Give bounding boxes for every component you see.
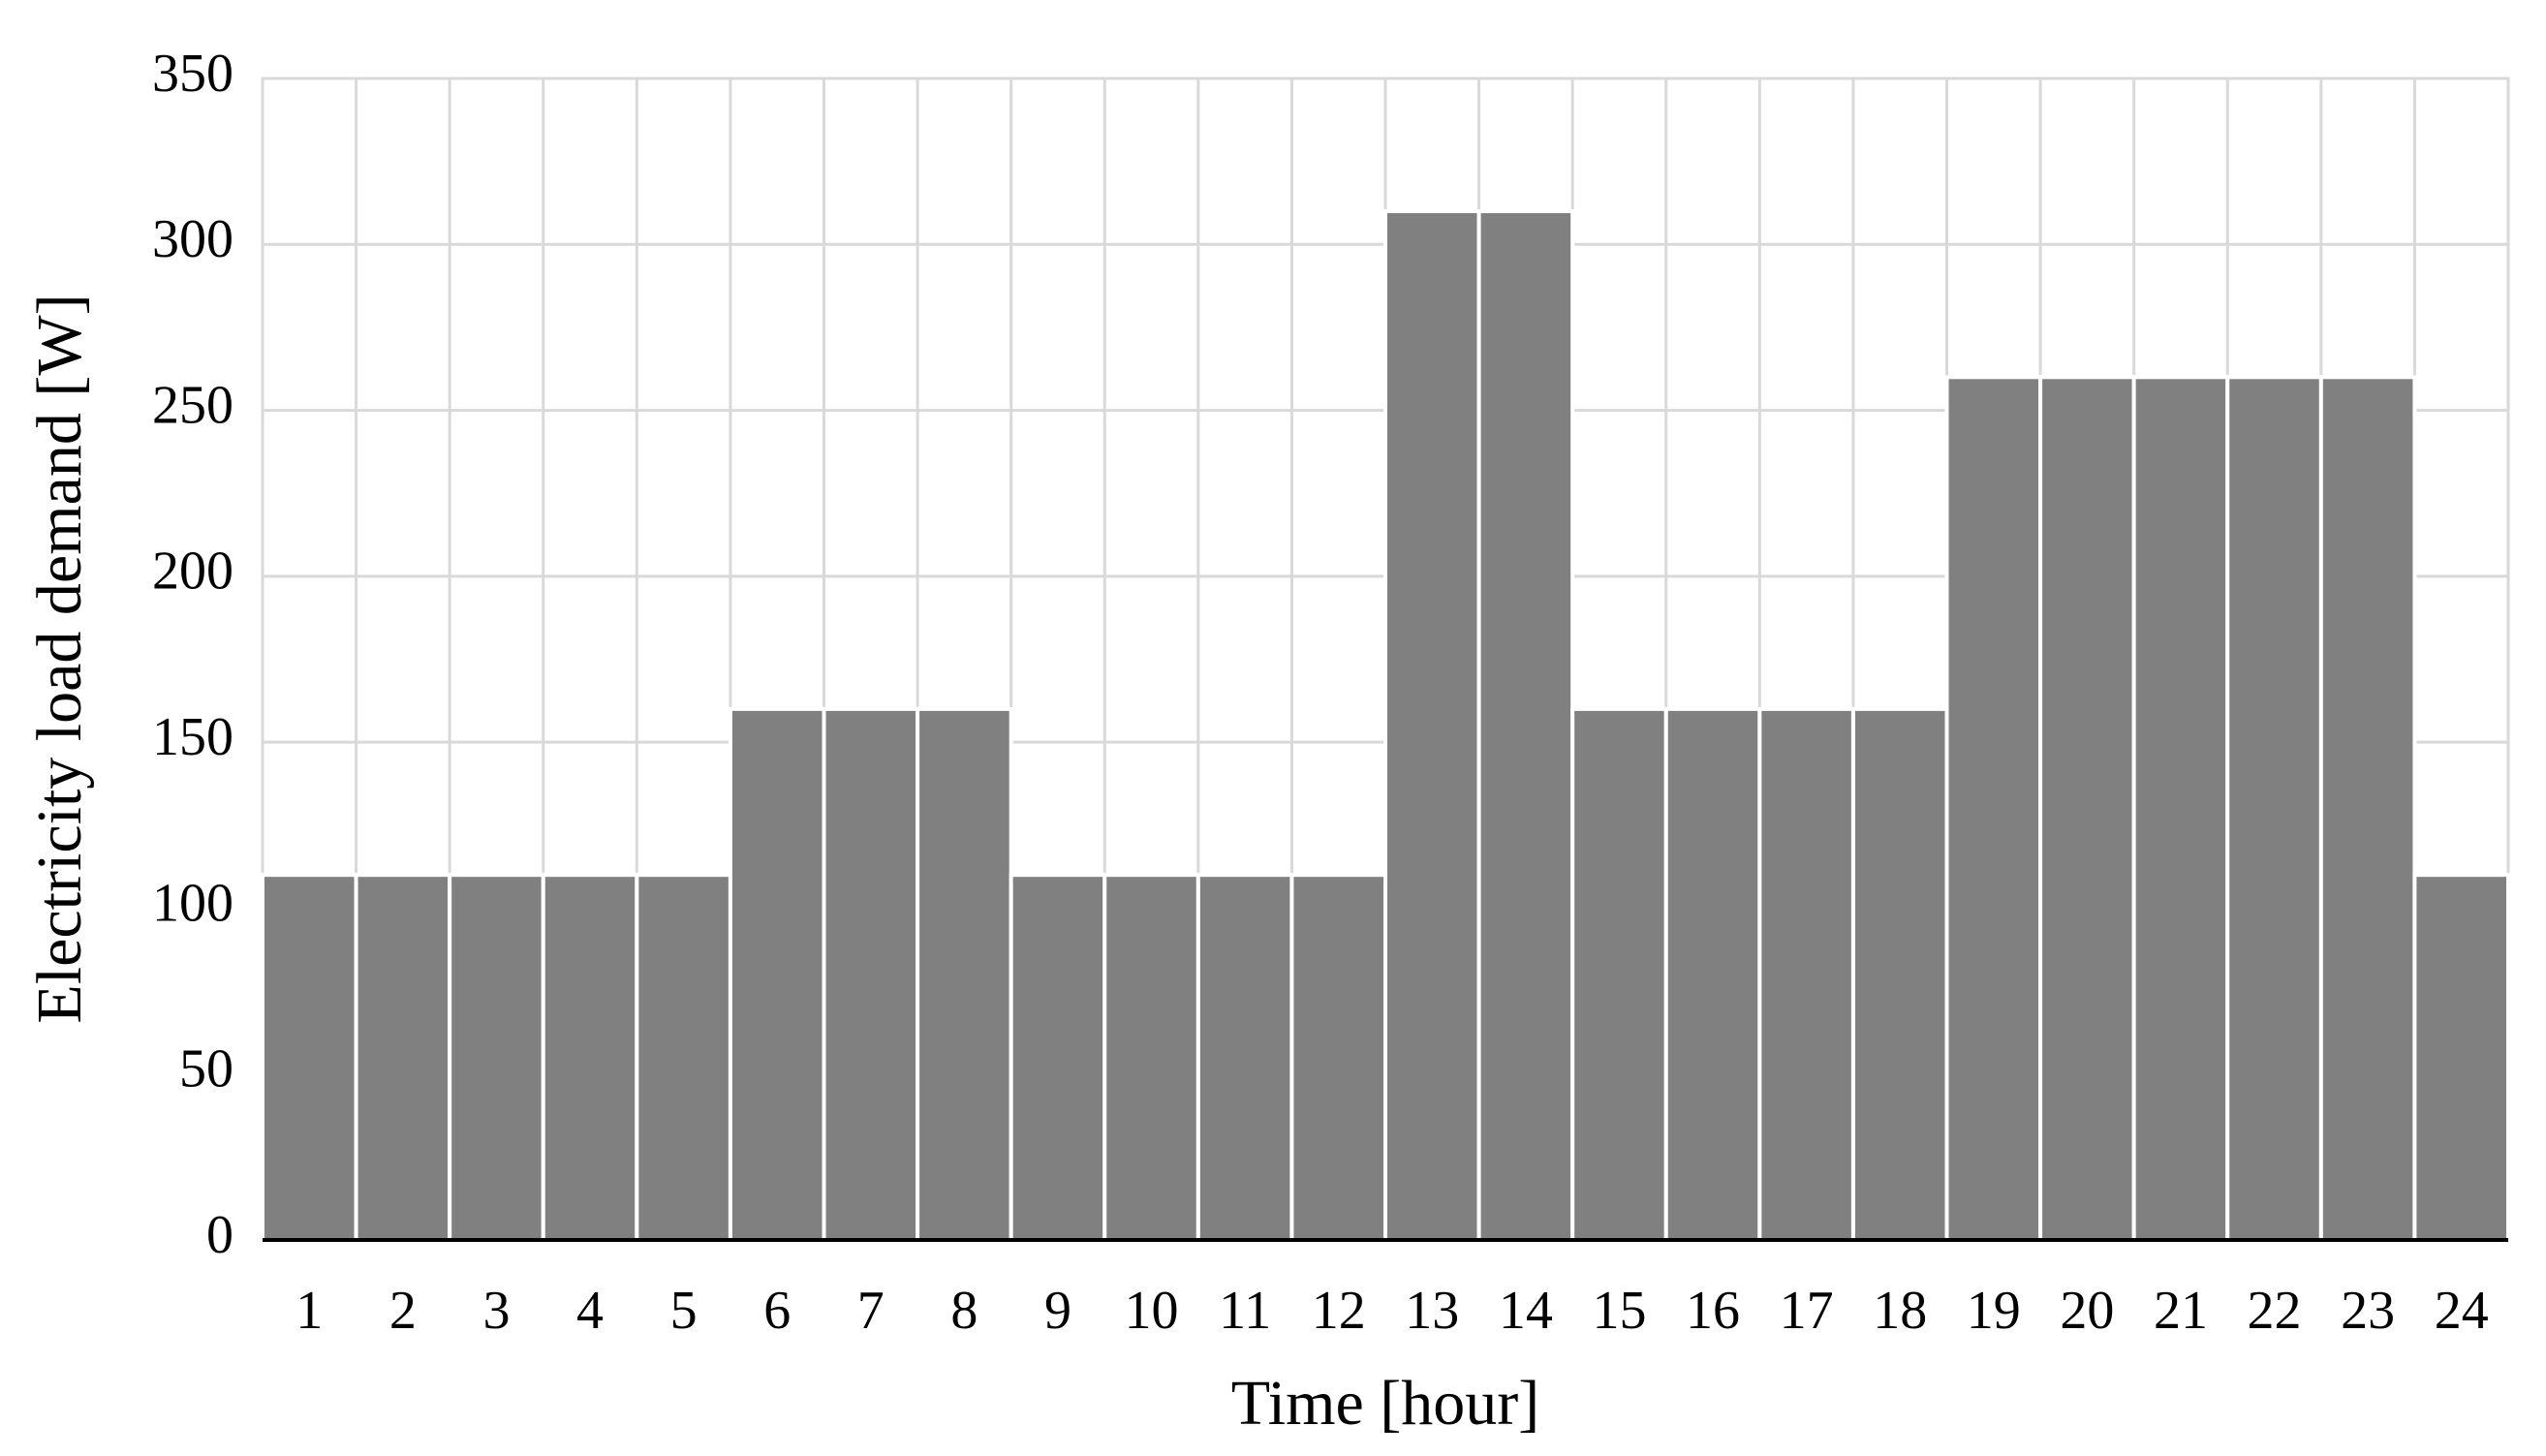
bar bbox=[1009, 873, 1107, 1243]
x-tick-label: 16 bbox=[1686, 1281, 1740, 1341]
bar bbox=[354, 873, 452, 1243]
y-tick-label: 0 bbox=[206, 1205, 233, 1265]
bar bbox=[1850, 706, 1949, 1242]
bar bbox=[2038, 375, 2136, 1243]
bar bbox=[2225, 375, 2323, 1243]
bar bbox=[1289, 873, 1387, 1243]
bar bbox=[261, 873, 358, 1243]
y-axis-title: Electricity load demand [W] bbox=[24, 294, 95, 1023]
x-tick-label: 9 bbox=[1044, 1281, 1071, 1341]
x-axis-title: Time [hour] bbox=[1231, 1368, 1539, 1439]
x-tick-label: 11 bbox=[1219, 1281, 1271, 1341]
bar bbox=[2412, 873, 2511, 1243]
bar bbox=[541, 873, 639, 1243]
x-tick-label: 15 bbox=[1592, 1281, 1646, 1341]
x-tick-label: 6 bbox=[763, 1281, 791, 1341]
x-tick-label: 22 bbox=[2248, 1281, 2302, 1341]
bar bbox=[2318, 375, 2417, 1243]
bar bbox=[635, 873, 732, 1243]
bar bbox=[728, 706, 826, 1242]
x-tick-label: 3 bbox=[482, 1281, 510, 1341]
x-tick-label: 2 bbox=[389, 1281, 417, 1341]
x-tick-label: 14 bbox=[1499, 1281, 1553, 1341]
x-tick-label: 10 bbox=[1125, 1281, 1179, 1341]
bar bbox=[2131, 375, 2230, 1243]
bar bbox=[1663, 706, 1762, 1242]
bar bbox=[1476, 209, 1575, 1242]
x-tick-label: 24 bbox=[2435, 1281, 2489, 1341]
bar bbox=[1102, 873, 1200, 1243]
x-tick-label: 1 bbox=[295, 1281, 323, 1341]
x-tick-label: 23 bbox=[2341, 1281, 2395, 1341]
y-tick-label: 100 bbox=[152, 873, 233, 933]
bar bbox=[1570, 706, 1668, 1242]
x-tick-label: 8 bbox=[950, 1281, 978, 1341]
y-tick-label: 350 bbox=[152, 44, 233, 104]
x-tick-label: 12 bbox=[1312, 1281, 1366, 1341]
y-tick-label: 300 bbox=[152, 209, 233, 269]
y-tick-label: 50 bbox=[179, 1039, 233, 1100]
x-tick-label: 5 bbox=[670, 1281, 698, 1341]
x-tick-label: 20 bbox=[2060, 1281, 2114, 1341]
x-tick-label: 13 bbox=[1405, 1281, 1459, 1341]
bar bbox=[1195, 873, 1294, 1243]
y-tick-label: 200 bbox=[152, 542, 233, 602]
x-tick-label: 19 bbox=[1967, 1281, 2021, 1341]
x-tick-label: 4 bbox=[576, 1281, 604, 1341]
x-tick-label: 21 bbox=[2154, 1281, 2208, 1341]
x-tick-label: 18 bbox=[1873, 1281, 1927, 1341]
y-tick-label: 150 bbox=[152, 707, 233, 767]
x-tick-label: 7 bbox=[857, 1281, 885, 1341]
bar bbox=[916, 706, 1013, 1242]
bar bbox=[448, 873, 545, 1243]
x-tick-label: 17 bbox=[1780, 1281, 1834, 1341]
bar bbox=[1757, 706, 1855, 1242]
y-tick-label: 250 bbox=[152, 375, 233, 435]
bar bbox=[1383, 209, 1481, 1242]
bar bbox=[1944, 375, 2043, 1243]
bar bbox=[822, 706, 920, 1242]
